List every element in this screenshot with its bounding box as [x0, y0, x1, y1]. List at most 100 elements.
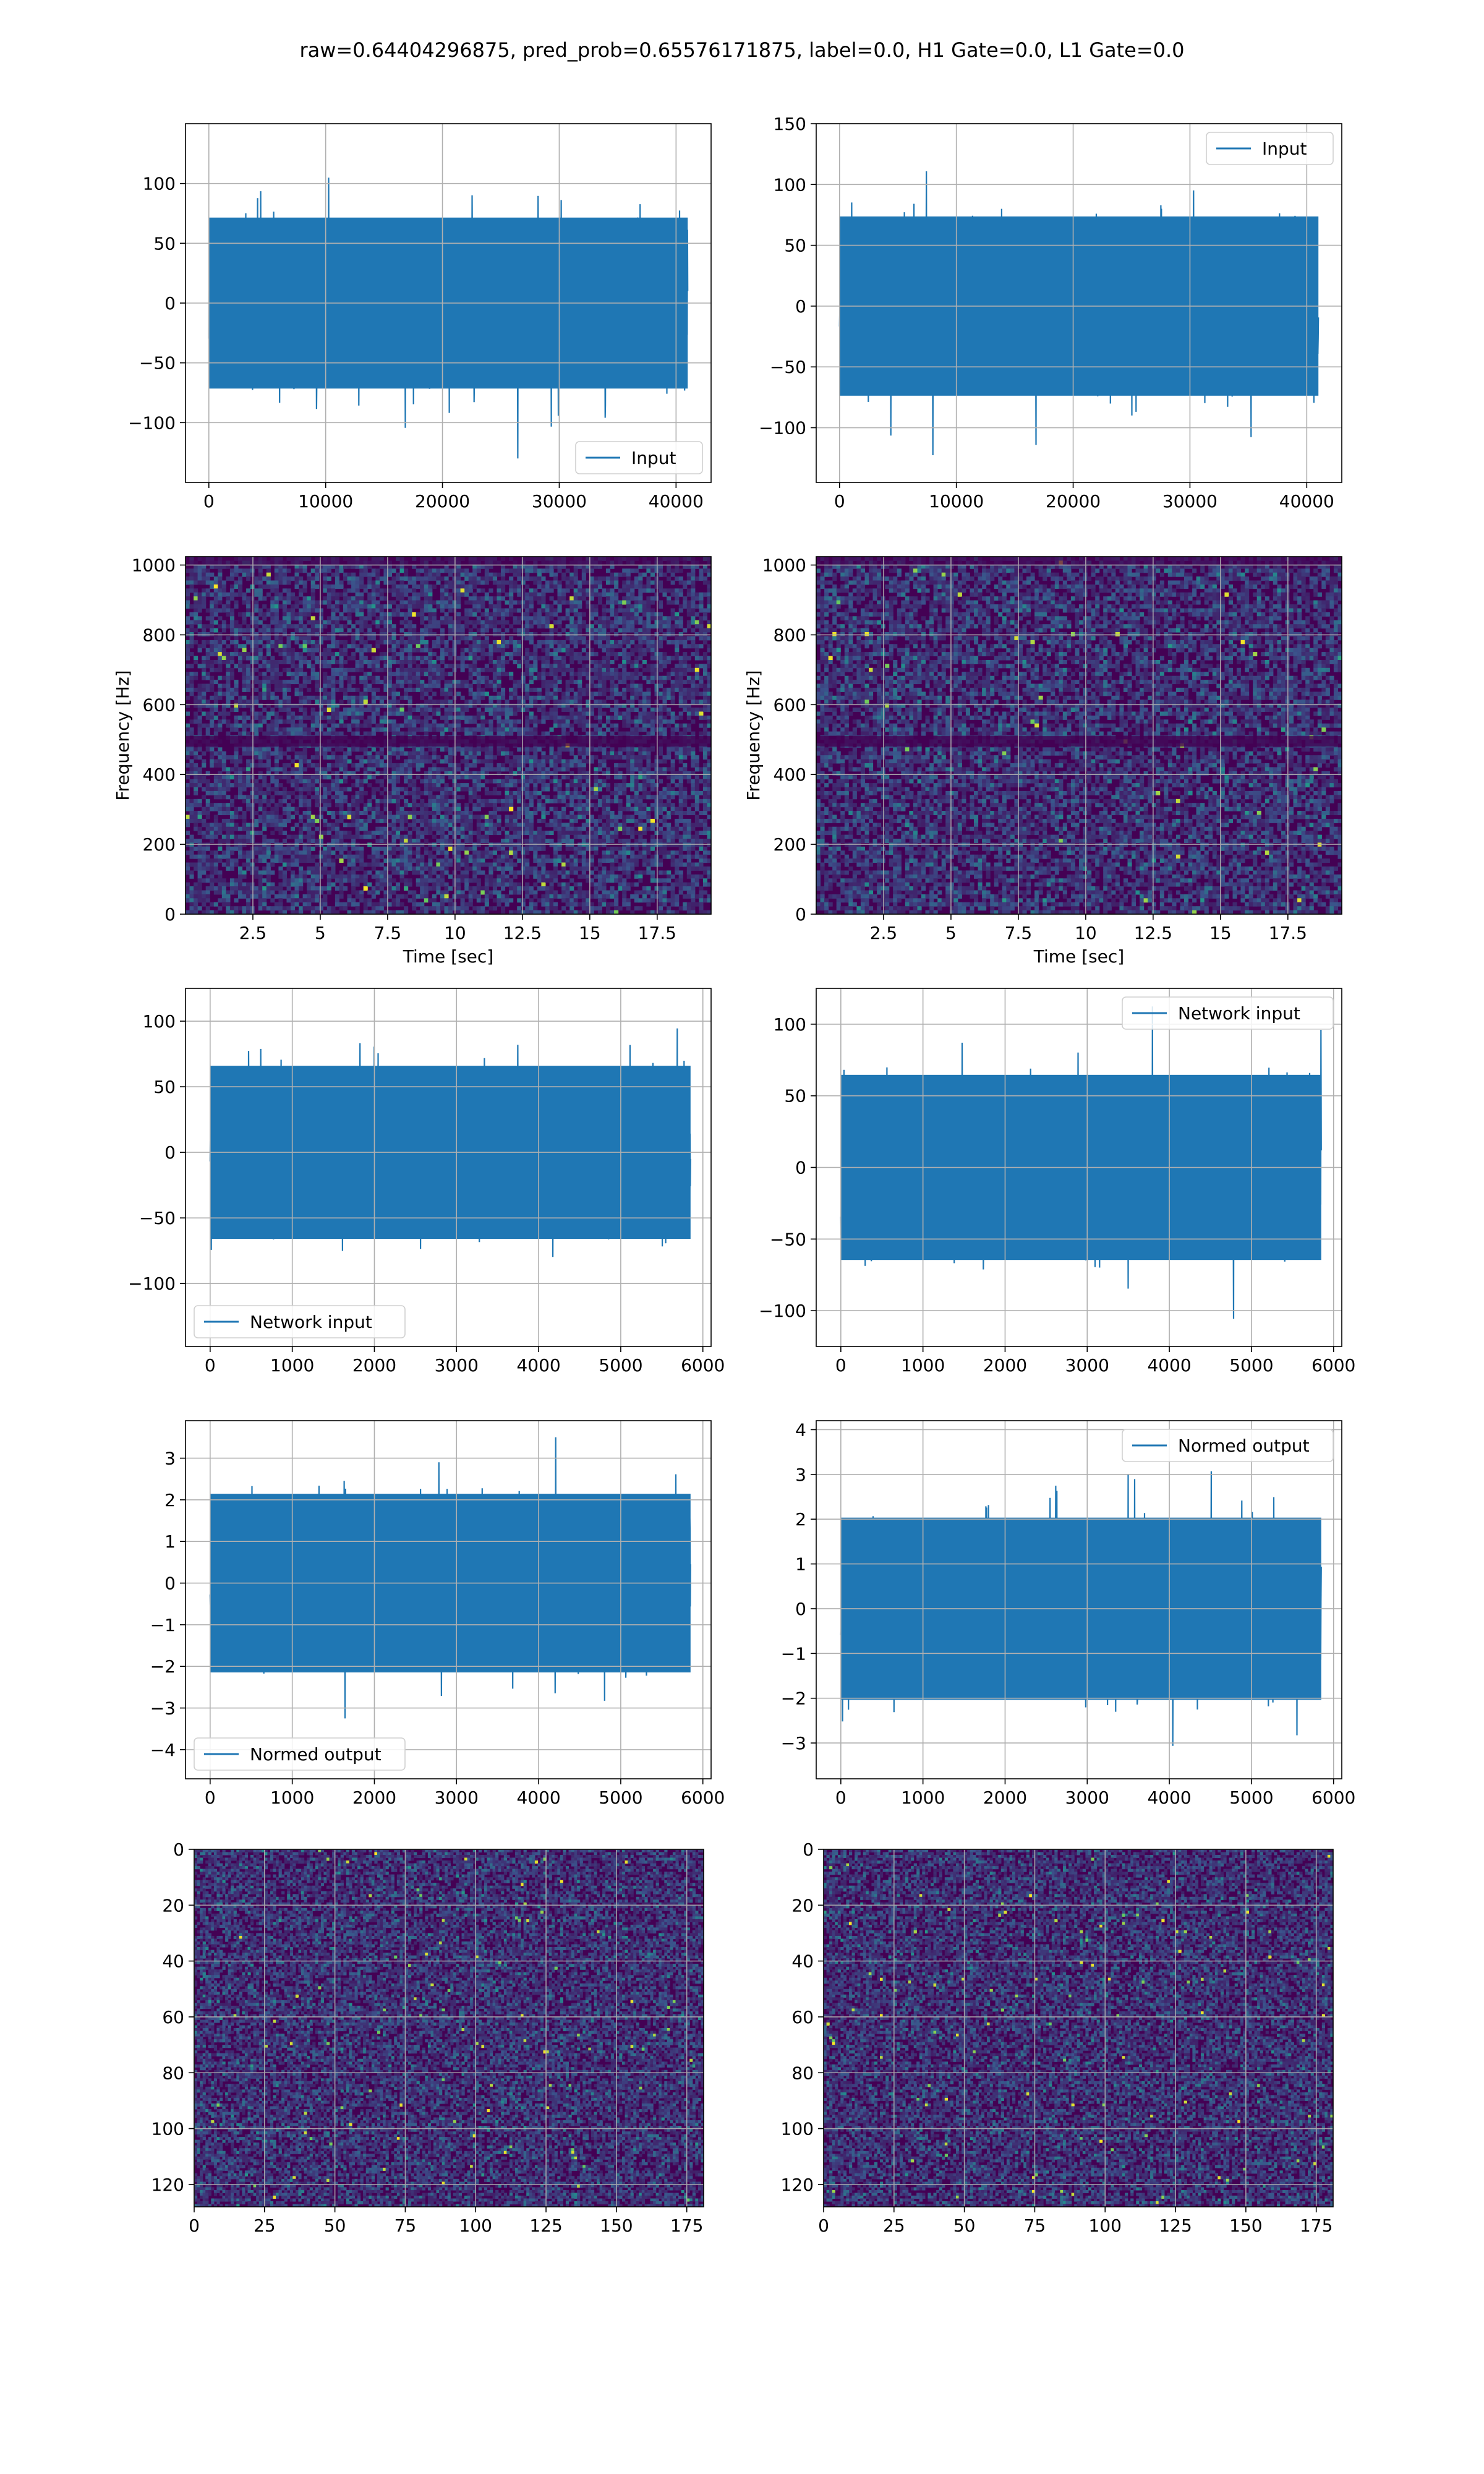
r5c1-xtick-label: 0 — [189, 2215, 200, 2236]
r1c2-xtick-label: 10000 — [929, 491, 984, 511]
r3c2-xtick-label: 3000 — [1065, 1355, 1109, 1376]
r5c2-ytick-label: 40 — [791, 1951, 814, 1972]
r2c1-xtick-label: 17.5 — [638, 923, 676, 943]
r5c2-xtick-label: 75 — [1024, 2215, 1046, 2236]
r2c1-ytick-label: 800 — [143, 625, 176, 645]
r5c1-ytick-label: 80 — [162, 2063, 184, 2083]
r5c2-plot-area — [824, 1849, 1333, 2207]
r3c1-ytick-label: −50 — [139, 1208, 176, 1228]
r2c2-xtick-label: 7.5 — [1005, 923, 1033, 943]
r2c1-ylabel: Frequency [Hz] — [113, 670, 133, 800]
r3c2-legend-box — [1122, 996, 1334, 1030]
r1c1-grid — [186, 124, 711, 482]
r2c2-top-band — [816, 557, 1342, 565]
r4c2-xtick-label: 5000 — [1229, 1787, 1273, 1808]
r3c1-legend-label: Network input — [250, 1312, 372, 1332]
chart-r4c1: 0 1000 2000 3000 4000 5000 6000 −4 −3 −2 −1 0 1 2 3 Nor… — [150, 1420, 725, 1808]
r4c1-ytick-label: 1 — [164, 1531, 176, 1552]
r2c1-ytick-label: 400 — [143, 764, 176, 785]
r4c2-ytick-label: −2 — [781, 1689, 806, 1709]
r4c1-ytick-label: 2 — [164, 1490, 176, 1510]
r4c1-xtick-label: 4000 — [516, 1787, 560, 1808]
r5c2-xtick-label: 0 — [818, 2215, 829, 2236]
r1c2-xtick-label: 20000 — [1046, 491, 1101, 511]
r5c2-ytick-label: 120 — [781, 2175, 814, 2195]
r3c2-ytick-label: −50 — [770, 1229, 806, 1249]
r2c2-heatmap-cells — [816, 557, 1342, 914]
r3c2-ytick-label: 0 — [795, 1158, 806, 1178]
r2c2-xtick-label: 15 — [1209, 923, 1232, 943]
r4c1-xtick-label: 0 — [205, 1787, 216, 1808]
r2c1-xtick-label: 10 — [444, 923, 466, 943]
r1c1-xtick-label: 30000 — [532, 491, 587, 511]
r5c1-ticks: 0 25 50 75 100 125 150 175 0 20 40 60 80 100 120 — [151, 1839, 704, 2236]
r1c2-legend: Input — [1206, 132, 1334, 165]
r4c1-ytick-label: −2 — [150, 1656, 176, 1677]
r5c1-plot-area — [194, 1849, 704, 2207]
r4c1-grid — [186, 1421, 711, 1779]
r4c1-legend-label: Normed output — [250, 1744, 382, 1765]
r4c1-legend-box — [194, 1737, 406, 1771]
chart-r1c2: 0 10000 20000 30000 40000 −100 −50 0 50 100 150 Inp… — [759, 114, 1342, 511]
r5c2-xtick-label: 100 — [1089, 2215, 1122, 2236]
chart-r2c1: 2.5 5 7.5 10 12.5 15 17.5 0 200 400 600 800 1000 Time… — [113, 555, 712, 967]
r3c2-xtick-label: 4000 — [1147, 1355, 1191, 1376]
r5c2-xtick-label: 125 — [1159, 2215, 1192, 2236]
r2c2-plot-area — [816, 557, 1342, 914]
r4c2-legend-label: Normed output — [1178, 1436, 1310, 1456]
r5c2-ytick-label: 0 — [803, 1839, 814, 1860]
r1c1-xtick-label: 20000 — [415, 491, 470, 511]
r3c1-xtick-label: 6000 — [681, 1355, 725, 1376]
r2c2-xlabel: Time [sec] — [1033, 946, 1124, 967]
r1c1-legend-box — [575, 441, 703, 474]
r1c2-xtick-label: 0 — [834, 491, 845, 511]
r1c2-legend-label: Input — [1262, 139, 1307, 159]
r1c2-ytick-label: 0 — [795, 296, 806, 317]
r3c1-ytick-label: 0 — [164, 1142, 176, 1163]
r2c2-ytick-label: 1000 — [762, 555, 806, 576]
r4c2-legend-box — [1122, 1429, 1334, 1462]
r1c1-ytick-label: 0 — [164, 293, 176, 314]
r4c1-ticks: 0 1000 2000 3000 4000 5000 6000 −4 −3 −2 −1 0 1 2 3 — [150, 1449, 725, 1808]
r2c1-grid — [186, 557, 711, 915]
r5c1-heatmap-cells — [194, 1849, 704, 2207]
r5c1-axes-frame — [194, 1849, 704, 2207]
r4c2-ytick-label: 2 — [795, 1509, 806, 1530]
chart-r5c1: 0 25 50 75 100 125 150 175 0 20 40 60 80 100 120 — [151, 1839, 704, 2236]
r1c2-ytick-label: 100 — [774, 174, 806, 195]
r1c2-ticks: 0 10000 20000 30000 40000 −100 −50 0 50 100 150 — [759, 114, 1334, 511]
r2c2-ticks: 2.5 5 7.5 10 12.5 15 17.5 0 200 400 600 800 1000 — [762, 555, 1307, 943]
r5c2-ytick-label: 60 — [791, 2007, 814, 2027]
r4c1-xtick-label: 6000 — [681, 1787, 725, 1808]
r3c1-xtick-label: 3000 — [435, 1355, 479, 1376]
r5c1-xtick-label: 100 — [459, 2215, 492, 2236]
r4c1-ytick-label: 0 — [164, 1573, 176, 1594]
r3c2-ticks: 0 1000 2000 3000 4000 5000 6000 −100 −50 0 50 100 — [759, 1014, 1355, 1376]
r5c2-xtick-label: 50 — [953, 2215, 976, 2236]
r2c1-ytick-label: 600 — [143, 695, 176, 715]
r4c2-xtick-label: 2000 — [983, 1787, 1027, 1808]
r4c1-ytick-label: 3 — [164, 1449, 176, 1469]
r1c1-ytick-label: 100 — [143, 174, 176, 194]
r5c2-xtick-label: 175 — [1300, 2215, 1333, 2236]
r2c2-band — [816, 736, 1342, 747]
r3c1-xtick-label: 4000 — [516, 1355, 560, 1376]
r1c2-ytick-label: −50 — [770, 357, 806, 377]
r2c1-xlabel: Time [sec] — [403, 946, 493, 967]
r2c2-xtick-label: 10 — [1075, 923, 1097, 943]
r2c2-xtick-label: 5 — [945, 923, 957, 943]
r1c2-ytick-label: 50 — [784, 236, 806, 256]
r5c1-ytick-label: 120 — [151, 2175, 184, 2195]
r5c1-ytick-label: 0 — [173, 1839, 184, 1860]
r2c1-xtick-label: 5 — [315, 923, 326, 943]
chart-r4c2: 0 1000 2000 3000 4000 5000 6000 −3 −2 −1 0 1 2 3 4 Norm… — [781, 1419, 1356, 1808]
r4c2-legend: Normed output — [1122, 1429, 1334, 1462]
r3c1-legend: Network input — [194, 1305, 406, 1338]
r4c2-ytick-label: 4 — [795, 1419, 806, 1440]
r3c2-xtick-label: 2000 — [983, 1355, 1027, 1376]
r2c1-ytick-label: 1000 — [132, 555, 176, 576]
r2c1-ytick-label: 0 — [164, 904, 176, 925]
r4c2-xtick-label: 0 — [835, 1787, 846, 1808]
r1c2-ytick-label: −100 — [759, 418, 806, 439]
chart-r3c1: 0 1000 2000 3000 4000 5000 6000 −100 −50 0 50 100 Ne… — [128, 988, 725, 1376]
